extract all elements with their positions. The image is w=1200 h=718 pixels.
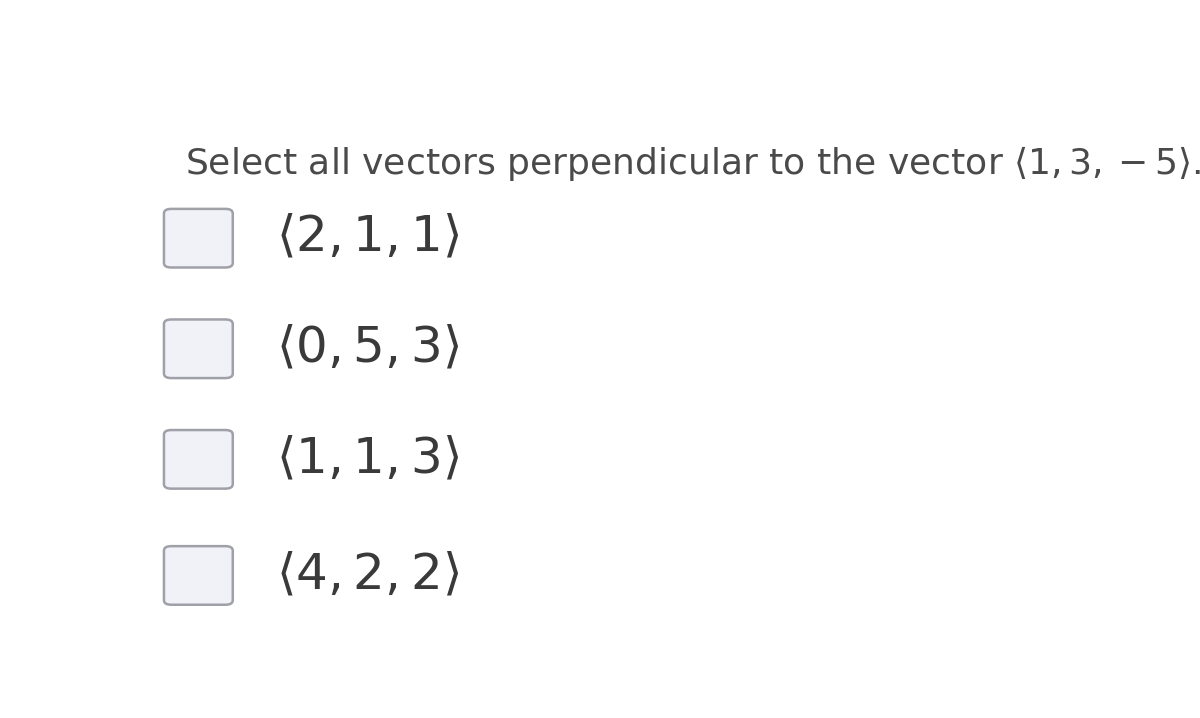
- Text: $\langle 2, 1, 1 \rangle$: $\langle 2, 1, 1 \rangle$: [276, 213, 458, 263]
- FancyBboxPatch shape: [164, 320, 233, 378]
- Text: $\langle 1, 1, 3 \rangle$: $\langle 1, 1, 3 \rangle$: [276, 434, 458, 484]
- FancyBboxPatch shape: [164, 209, 233, 268]
- Text: $\langle 4, 2, 2 \rangle$: $\langle 4, 2, 2 \rangle$: [276, 551, 458, 600]
- Text: Select all vectors perpendicular to the vector $\langle 1, 3, -5 \rangle$.: Select all vectors perpendicular to the …: [185, 144, 1200, 183]
- Text: $\langle 0, 5, 3 \rangle$: $\langle 0, 5, 3 \rangle$: [276, 324, 458, 373]
- FancyBboxPatch shape: [164, 546, 233, 605]
- FancyBboxPatch shape: [164, 430, 233, 489]
